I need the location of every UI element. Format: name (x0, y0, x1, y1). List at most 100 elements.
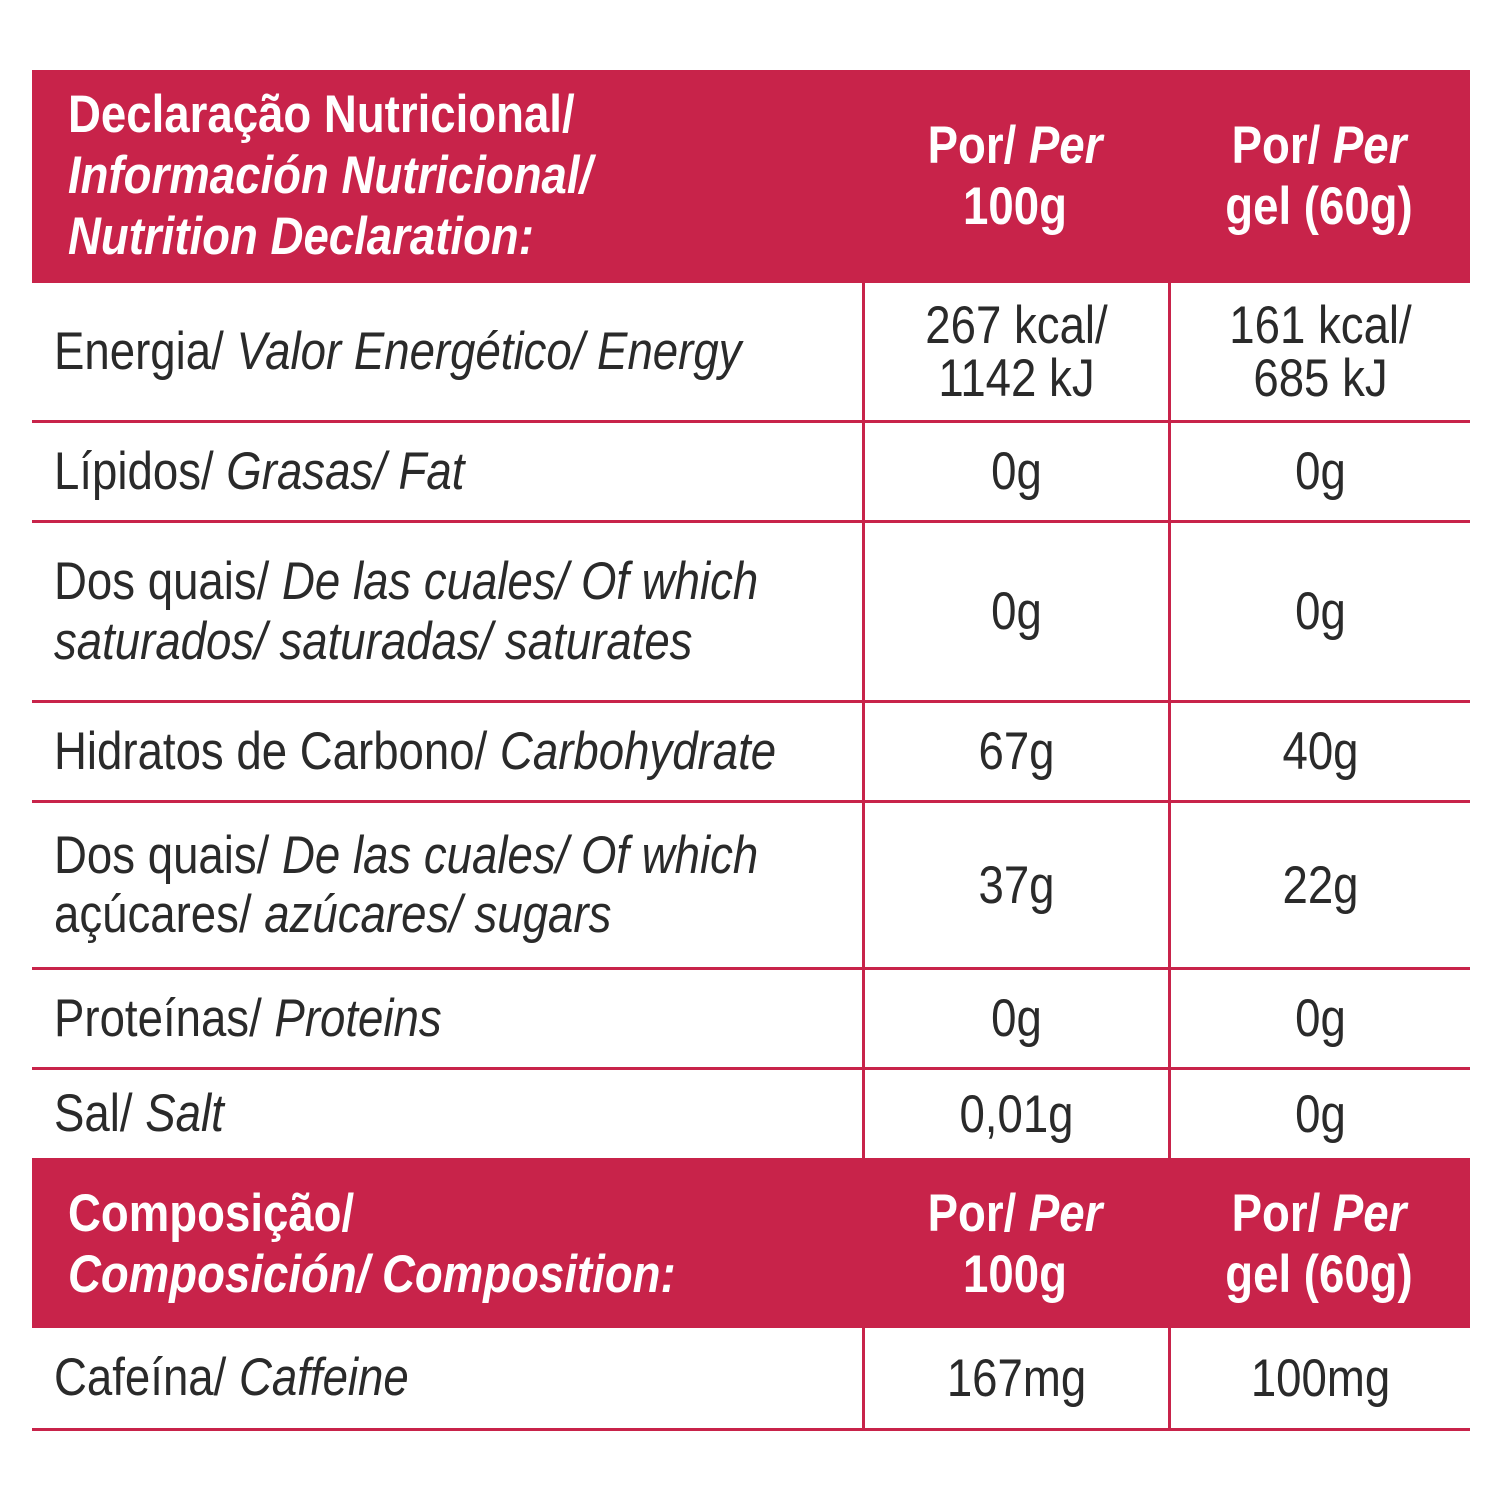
text: 0g (1295, 442, 1346, 501)
text-line: Por/ Per (883, 1184, 1146, 1245)
text-line: 40g (1192, 725, 1449, 778)
text: Sal/ (54, 1084, 146, 1144)
text-line: Declaração Nutricional/ (68, 85, 751, 146)
text: 67g (978, 722, 1055, 781)
text-line: Cafeína/ Caffeine (54, 1348, 749, 1407)
text: Energia/ (54, 321, 237, 381)
text-line: Por/ Per (1189, 1184, 1449, 1245)
per-100g-cell: 0,01g (862, 1070, 1168, 1158)
text: Valor Energético/ Energy (236, 321, 742, 381)
text: 267 kcal/ (925, 295, 1108, 355)
text: Per (1332, 1183, 1407, 1243)
label-cell: Cafeína/ Caffeine (32, 1328, 862, 1428)
text-line: Por/ Per (883, 116, 1146, 177)
text-line: 1142 kJ (886, 352, 1147, 405)
per-gel-cell: 40g (1168, 703, 1470, 800)
per-gel-cell: 0g (1168, 1070, 1470, 1158)
text-line: 167mg (886, 1352, 1147, 1405)
text: Por/ (927, 1183, 1029, 1243)
header-label-cell: Composição/Composición/ Composition: (32, 1161, 862, 1328)
per-gel-cell: 0g (1168, 523, 1470, 700)
text: 100mg (1250, 1348, 1391, 1408)
text-line: Hidratos de Carbono/ Carbohydrate (54, 722, 776, 781)
table-row: Proteínas/ Proteins 0g 0g (32, 970, 1470, 1070)
nutrition-table: Declaração Nutricional/Información Nutri… (32, 70, 1470, 1431)
per-gel-cell: 22g (1168, 803, 1470, 967)
text-line: 0g (1192, 585, 1449, 638)
text: Proteins (274, 988, 442, 1048)
label-cell: Hidratos de Carbono/ Carbohydrate (32, 703, 862, 800)
text: 167mg (946, 1348, 1087, 1408)
per-100g-cell: 267 kcal/1142 kJ (862, 283, 1168, 420)
text-line: 100g (883, 177, 1146, 238)
per-100g-cell: 0g (862, 970, 1168, 1067)
text: 40g (1282, 722, 1359, 781)
per-100g-cell: 0g (862, 523, 1168, 700)
text: Composição/ (68, 1183, 355, 1243)
text: Per (1028, 1183, 1103, 1243)
text: Nutrition Declaration: (68, 206, 534, 266)
text: gel (60g) (1225, 1244, 1413, 1304)
text-line: 100mg (1192, 1352, 1449, 1405)
text-line: gel (60g) (1189, 1245, 1449, 1306)
text-line: 0g (886, 585, 1147, 638)
text: Declaração Nutricional/ (68, 85, 575, 145)
text: Per (1028, 115, 1103, 175)
text-line: Dos quais/ De las cuales/ Of which (54, 825, 758, 885)
text-line: 161 kcal/ (1192, 299, 1449, 352)
header-label-cell: Declaração Nutricional/Información Nutri… (32, 70, 862, 283)
text-line: Nutrition Declaration: (68, 207, 751, 268)
text-line: 37g (886, 859, 1147, 912)
text: 22g (1282, 855, 1359, 915)
text-line: açúcares/ azúcares/ sugars (54, 885, 749, 944)
text: 0g (1295, 582, 1346, 641)
per-gel-cell: 0g (1168, 423, 1470, 520)
text: Dos quais/ (54, 825, 283, 885)
label-cell: Dos quais/ De las cuales/ Of which açúcar… (32, 803, 862, 967)
text: 161 kcal/ (1229, 295, 1412, 355)
text: 100g (963, 176, 1067, 236)
text: Caffeine (238, 1348, 409, 1408)
header-per-gel-cell: Por/ Per gel (60g) (1168, 1161, 1470, 1328)
text-line: Composição/ (68, 1184, 751, 1245)
label-cell: Energia/ Valor Energético/ Energy (32, 283, 862, 420)
text-line: 0g (1192, 992, 1449, 1045)
text: 0g (991, 442, 1042, 501)
text: Por/ (1231, 115, 1333, 175)
text-line: 22g (1192, 859, 1449, 912)
text: azúcares/ sugars (264, 885, 612, 944)
header-row: Composição/Composición/ Composition: Por/… (32, 1161, 1470, 1328)
label-cell: Sal/ Salt (32, 1070, 862, 1158)
text: 37g (978, 855, 1055, 915)
text: Por/ (1231, 1183, 1333, 1243)
table-row: Dos quais/ De las cuales/ Of which satura… (32, 523, 1470, 703)
text: Proteínas/ (54, 988, 275, 1048)
text-line: Por/ Per (1189, 116, 1449, 177)
text-line: 0g (1192, 445, 1449, 498)
text: 0g (1295, 1084, 1346, 1144)
text: 685 kJ (1253, 348, 1388, 408)
text: Lípidos/ (54, 441, 227, 501)
per-100g-cell: 37g (862, 803, 1168, 967)
text-line: Lípidos/ Grasas/ Fat (54, 442, 749, 501)
per-gel-cell: 161 kcal/685 kJ (1168, 283, 1470, 420)
header-per-100g-cell: Por/ Per 100g (862, 1161, 1168, 1328)
text-line: gel (60g) (1189, 177, 1449, 238)
per-100g-cell: 0g (862, 423, 1168, 520)
text-line: Dos quais/ De las cuales/ Of which (54, 552, 758, 611)
text-line: Sal/ Salt (54, 1084, 749, 1143)
text: Grasas/ Fat (226, 441, 465, 501)
text: Composición/ Composition: (68, 1244, 676, 1304)
text: De las cuales/ Of which (282, 825, 759, 885)
text-line: 0g (1192, 1088, 1449, 1141)
text: 0,01g (959, 1084, 1074, 1144)
per-gel-cell: 0g (1168, 970, 1470, 1067)
per-gel-cell: 100mg (1168, 1328, 1470, 1428)
text: Carbohydrate (499, 721, 777, 781)
text-line: 0g (886, 445, 1147, 498)
label-cell: Proteínas/ Proteins (32, 970, 862, 1067)
text: Por/ (927, 115, 1029, 175)
text-line: Energia/ Valor Energético/ Energy (54, 322, 749, 381)
text: Información Nutricional/ (68, 146, 593, 206)
text: De las cuales/ Of which (282, 552, 759, 612)
